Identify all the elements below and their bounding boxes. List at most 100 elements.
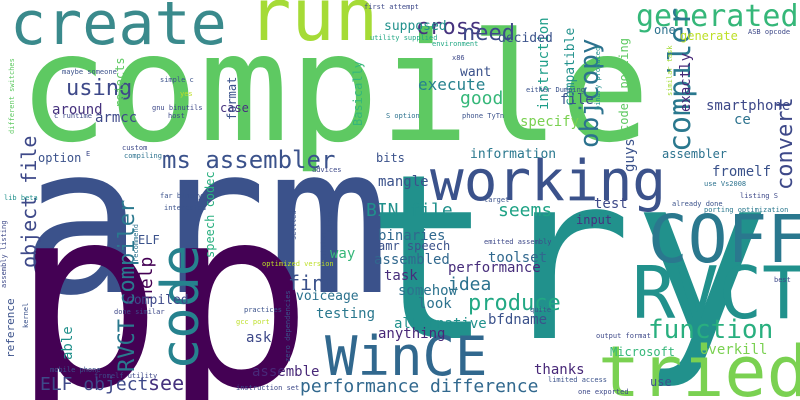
word-convert: convert xyxy=(773,97,798,190)
word-output-format: output format xyxy=(596,332,651,340)
word-voiceage: voiceage xyxy=(296,289,359,304)
word-guys: guys xyxy=(622,138,638,172)
word-assembled: assembled xyxy=(374,252,450,268)
word-yes: yes xyxy=(180,90,193,98)
word-able: able xyxy=(60,326,76,360)
word-case: case xyxy=(220,101,249,115)
word-instruction-set: instruction set xyxy=(236,384,299,392)
word-cross: cross xyxy=(416,15,482,40)
word-emitted-assembly: emitted assembly xyxy=(484,238,551,246)
word-best: best xyxy=(774,276,791,284)
word-similar-task: similar task xyxy=(666,45,674,96)
word-code: code xyxy=(151,245,211,370)
word-compatible: compatible xyxy=(563,28,578,106)
word-optimized-version: optimized version xyxy=(262,260,334,268)
word-bits: bits xyxy=(376,151,405,165)
word-practices: practices xyxy=(244,306,282,314)
word-reference: reference xyxy=(4,298,17,358)
word-idea: idea xyxy=(448,274,491,295)
word-pp: pp xyxy=(12,153,313,400)
word-kernel: kernel xyxy=(22,303,30,328)
word-done-similar: done similar xyxy=(114,308,165,316)
word-either-dumping: either Dumping xyxy=(526,86,585,94)
word-compiler: compiler xyxy=(663,8,698,153)
word-performance-difference: performance difference xyxy=(300,376,538,397)
word-compiled: compiled xyxy=(126,293,189,308)
word-listing-s: listing S xyxy=(740,192,778,200)
word-using: using xyxy=(66,76,132,101)
word-instruction: instruction xyxy=(536,17,552,110)
word-fromelf-utility: fromelf utility xyxy=(94,372,157,380)
word-gnu-binutils: gnu binutils xyxy=(152,104,203,112)
word-use-vs2008: use Vs2008 xyxy=(704,180,746,188)
word-want: want xyxy=(460,65,491,80)
word-different-switches: different switches xyxy=(8,58,16,134)
word-function: function xyxy=(648,315,773,345)
word-coff: COFF xyxy=(648,201,800,278)
word-binaries: binaries xyxy=(378,228,445,244)
word-exactly: exactly xyxy=(678,53,694,112)
word-binary-produced: binary produced xyxy=(594,47,602,110)
word-tried: tried xyxy=(598,331,800,400)
word-recommend: recommend xyxy=(132,224,140,262)
word-objcopy: objcopy xyxy=(575,38,605,148)
word-phone-tytn: phone TyTn xyxy=(462,112,504,120)
word-thanks: thanks xyxy=(534,362,585,378)
word-one-exported: one exported xyxy=(578,388,629,396)
word-s-option: S option xyxy=(386,112,420,120)
word-quite: quite xyxy=(530,306,551,314)
word-decided: decided xyxy=(498,31,553,46)
word-amr-speech: amr speech xyxy=(378,239,450,253)
word-task: task xyxy=(384,268,418,284)
word-basically: Basically xyxy=(351,61,365,126)
word-option: option xyxy=(38,151,81,165)
word-use: use xyxy=(650,375,672,389)
word-ce: ce xyxy=(734,112,751,128)
word-produce: produce xyxy=(468,291,561,316)
word-advices: advices xyxy=(312,166,342,174)
word-lib-beta: lib beta xyxy=(4,194,38,202)
word-wince: WinCE xyxy=(325,325,488,388)
word-settled: settled xyxy=(290,210,298,240)
word-toolset: toolset xyxy=(488,250,547,266)
word-already-done: already done xyxy=(672,200,723,208)
word-far-binary: far binary xyxy=(160,192,202,200)
word-look: look xyxy=(418,296,452,312)
word-need: need xyxy=(462,21,515,46)
word-armcc: armcc xyxy=(95,110,137,126)
word-ms-assembler: ms assembler xyxy=(162,146,335,174)
word-working: working xyxy=(430,149,666,214)
word-input: input xyxy=(576,213,612,227)
word-speech-codec: speech codec xyxy=(203,171,217,258)
word-overkill: overkill xyxy=(700,342,767,358)
word-compile: compile xyxy=(18,2,650,176)
word-mangle: mangle xyxy=(378,174,429,190)
word-arm: arm xyxy=(20,103,390,341)
word-testing: testing xyxy=(316,306,375,322)
word-assembler: assembler xyxy=(662,147,727,161)
word-test: test xyxy=(594,196,628,212)
word-elf: ELF xyxy=(138,233,160,247)
word-rvct-compiler: RVCT compiler xyxy=(115,200,140,372)
word-help: help xyxy=(136,257,157,300)
word-find: find xyxy=(288,271,336,295)
word-object-file: object file xyxy=(17,136,41,268)
word-custom: custom xyxy=(122,144,147,152)
word-asb-opcode: ASB opcode xyxy=(748,28,790,36)
word-create: create xyxy=(10,0,227,59)
word-way: way xyxy=(330,246,355,262)
word-somehow: somehow xyxy=(398,283,458,299)
word-generate: generate xyxy=(680,29,738,43)
word-first-attempt: first attempt xyxy=(364,3,419,11)
word-mobile-phone: mobile phone xyxy=(50,366,101,374)
word-utility-supplied: utility supplied xyxy=(370,34,437,42)
word-see: see xyxy=(148,371,184,395)
word-supposed: supposed xyxy=(384,19,447,34)
word-linux: Linux xyxy=(326,211,334,232)
word-interested: interested xyxy=(164,204,206,212)
word-ask: ask xyxy=(246,330,272,346)
word-alternative: alternative xyxy=(394,316,487,332)
word-e: E xyxy=(86,150,90,158)
word-gcc-port: gcc port xyxy=(236,318,270,326)
word-specify: specify xyxy=(520,114,579,130)
